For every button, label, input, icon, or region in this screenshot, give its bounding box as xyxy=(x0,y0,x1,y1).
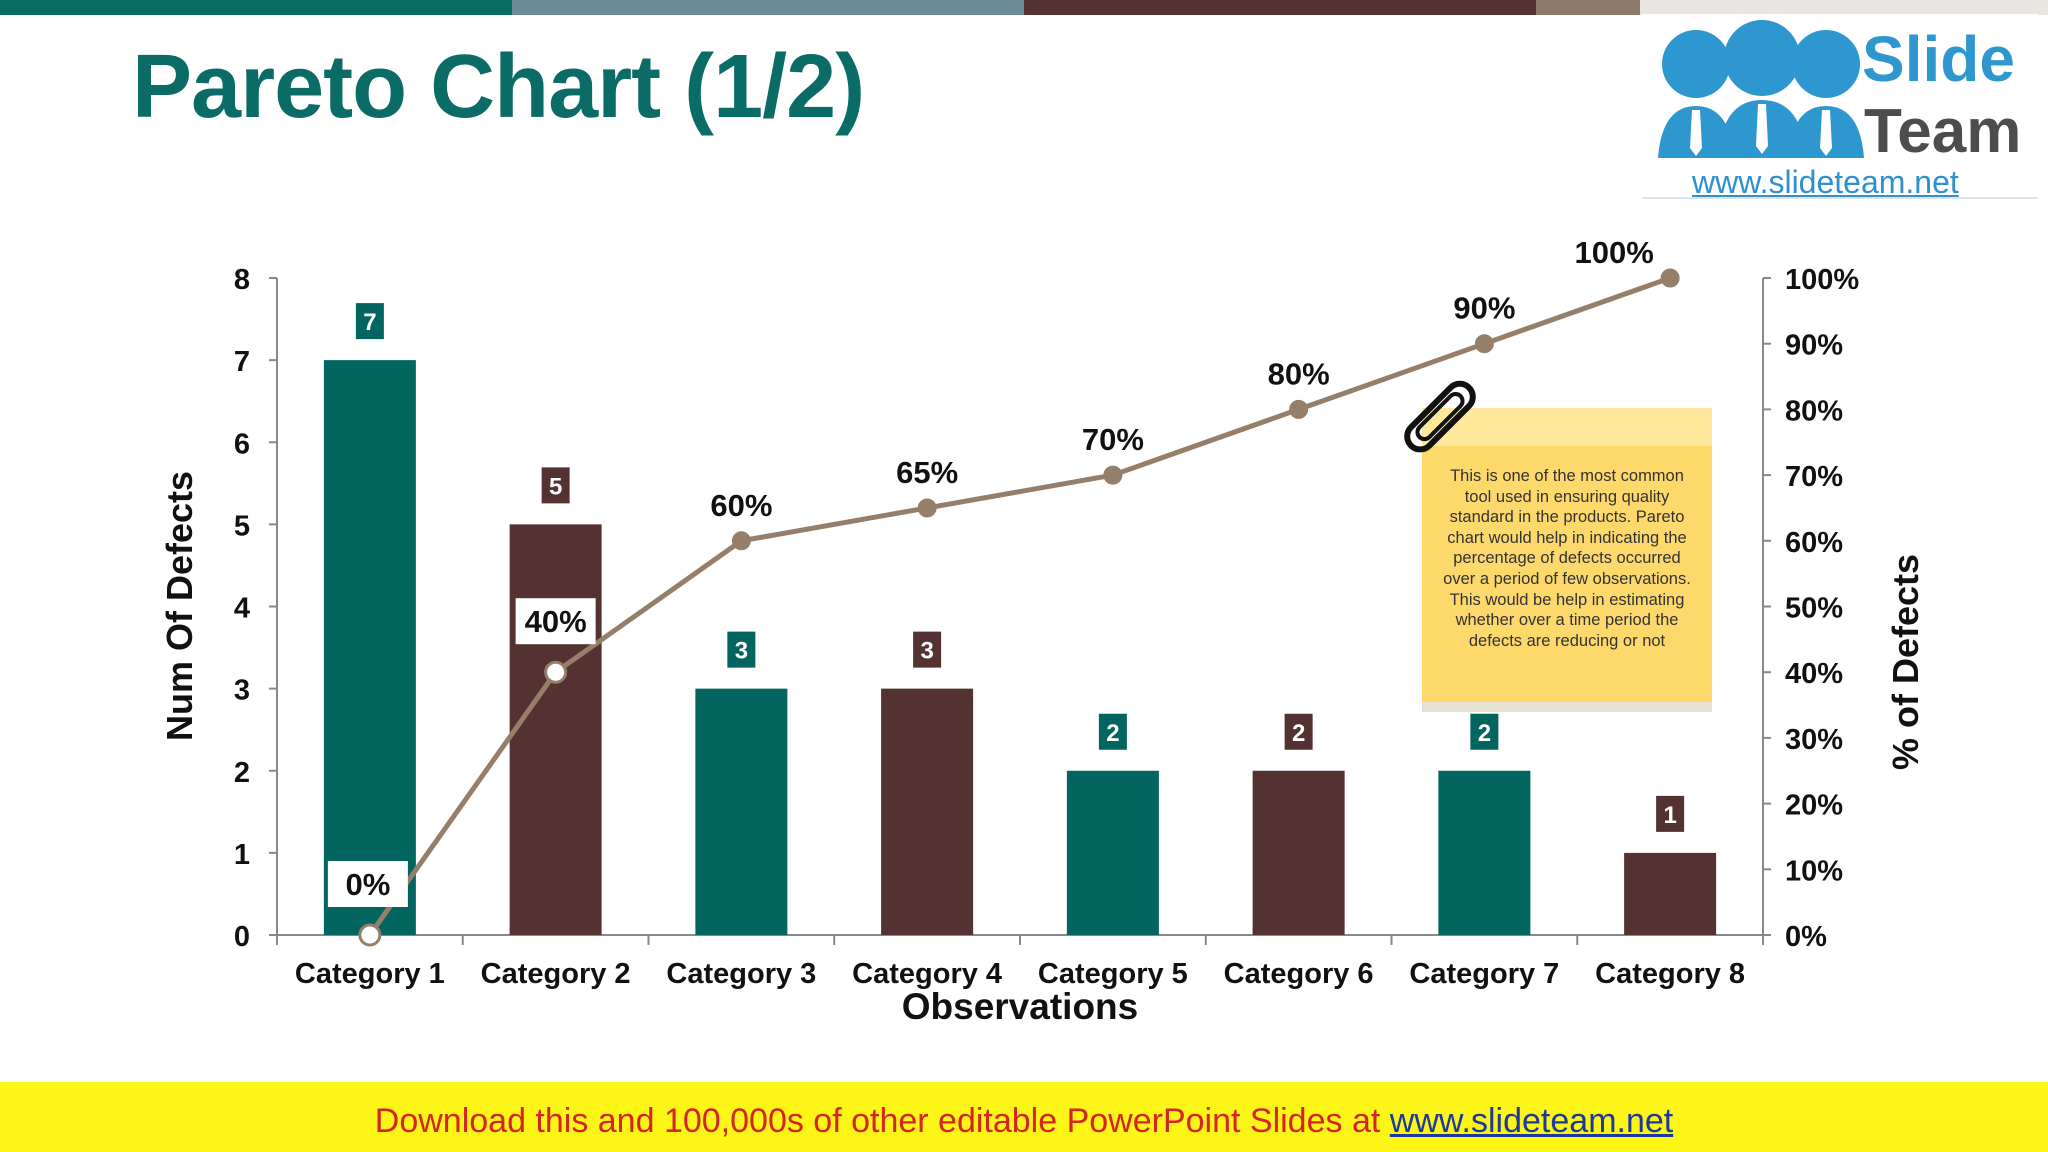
bar xyxy=(1252,770,1345,935)
x-tick-label: Category 7 xyxy=(1409,958,1559,990)
bar-data-label-box xyxy=(913,631,942,668)
line-data-label: 60% xyxy=(710,488,772,523)
line-point xyxy=(1289,399,1309,419)
y2-axis-title: % of Defects xyxy=(1885,554,1926,770)
y-tick-label: 3 xyxy=(234,675,250,707)
y-tick-label: 7 xyxy=(234,346,250,378)
line-data-label: 80% xyxy=(1268,356,1330,391)
line-data-label: 65% xyxy=(896,455,958,490)
line-data-label: 40% xyxy=(525,604,587,639)
paperclip-icon xyxy=(1404,380,1476,453)
bar xyxy=(323,360,416,935)
bar-data-label: 7 xyxy=(363,309,376,336)
y-tick-label: 1 xyxy=(234,839,250,871)
bar-data-label: 2 xyxy=(1292,720,1305,747)
line-data-label-box xyxy=(515,598,596,645)
bar-data-label-box xyxy=(1470,713,1499,750)
y2-tick-label: 20% xyxy=(1785,790,1843,822)
sticky-note-curl xyxy=(1422,702,1712,712)
line-data-label: 0% xyxy=(345,867,390,902)
y2-tick-label: 30% xyxy=(1785,724,1843,756)
sticky-note-band xyxy=(1422,408,1712,446)
y-tick-label: 0 xyxy=(234,921,250,953)
x-tick-label: Category 6 xyxy=(1224,958,1374,990)
logo-divider xyxy=(1642,197,2038,199)
cumulative-line xyxy=(367,275,1671,937)
y2-tick-label: 10% xyxy=(1785,855,1843,887)
sticky-note: This is one of the most common tool used… xyxy=(1422,408,1712,712)
footer-message: Download this and 100,000s of other edit… xyxy=(374,1102,1390,1140)
bar xyxy=(695,688,788,935)
line-point xyxy=(544,660,568,684)
y2-tick-label: 100% xyxy=(1785,264,1859,296)
top-bar-segment xyxy=(0,0,512,15)
bar xyxy=(1624,852,1717,935)
sticky-note-text: This is one of the most common tool used… xyxy=(1443,467,1691,650)
line-point xyxy=(731,531,751,551)
bar xyxy=(881,688,974,935)
x-tick-label: Category 3 xyxy=(666,958,816,990)
y-axis-title: Num Of Defects xyxy=(159,471,200,741)
x-axis-title: Observations xyxy=(902,986,1138,1027)
bar-data-label: 2 xyxy=(1478,720,1491,747)
bar xyxy=(509,524,602,935)
y2-tick-label: 90% xyxy=(1785,330,1843,362)
line-data-label: 70% xyxy=(1082,422,1144,457)
footer-banner: Download this and 100,000s of other edit… xyxy=(0,1082,2048,1152)
y2-tick-label: 50% xyxy=(1785,593,1843,625)
bar-data-label-box xyxy=(1284,713,1313,750)
x-tick-label: Category 8 xyxy=(1595,958,1745,990)
bar-data-label: 2 xyxy=(1106,720,1119,747)
bar-data-label: 3 xyxy=(920,638,933,665)
bar-data-label-box xyxy=(727,631,756,668)
x-tick-label: Category 1 xyxy=(295,958,445,990)
line-point xyxy=(1660,268,1680,288)
x-tick-label: Category 4 xyxy=(852,958,1002,990)
y2-tick-label: 80% xyxy=(1785,395,1843,427)
bar-data-label-box xyxy=(1098,713,1127,750)
y-tick-label: 6 xyxy=(234,428,250,460)
top-bar-segment xyxy=(1024,0,1536,15)
y2-tick-label: 0% xyxy=(1785,921,1827,953)
y-tick-label: 2 xyxy=(234,757,250,789)
slideteam-logo: Slide Team www.slideteam.net xyxy=(1642,14,2038,200)
line-data-label: 90% xyxy=(1453,291,1515,326)
line-point xyxy=(1474,334,1494,354)
line-point xyxy=(917,498,937,518)
bar-data-label: 5 xyxy=(549,473,562,500)
people-group-icon xyxy=(1658,20,1864,158)
top-bar-segment xyxy=(1640,0,2048,15)
y-tick-label: 8 xyxy=(234,264,250,296)
logo-name-line2: Team xyxy=(1864,97,2022,166)
line-data-label-box xyxy=(327,861,408,907)
y2-tick-label: 40% xyxy=(1785,658,1843,690)
bar-data-label: 1 xyxy=(1663,802,1676,829)
y-tick-label: 5 xyxy=(234,510,250,542)
bar-data-label-box xyxy=(1656,795,1685,832)
bar xyxy=(1066,770,1159,935)
page-title: Pareto Chart (1/2) xyxy=(132,37,865,137)
logo-name-line1: Slide xyxy=(1862,23,2015,95)
top-bar-segment xyxy=(512,0,1024,15)
top-bar-segment xyxy=(1536,0,1640,15)
y2-tick-label: 70% xyxy=(1785,461,1843,493)
y2-tick-label: 60% xyxy=(1785,527,1843,559)
y-tick-label: 4 xyxy=(234,593,250,625)
bar xyxy=(1438,770,1531,935)
line-point xyxy=(358,923,382,947)
line-point xyxy=(1103,465,1123,485)
x-tick-label: Category 5 xyxy=(1038,958,1188,990)
bar-data-label: 3 xyxy=(735,638,748,665)
footer-text: Download this and 100,000s of other edit… xyxy=(0,1102,2048,1141)
line-data-label: 100% xyxy=(1574,235,1653,270)
footer-link[interactable]: www.slideteam.net xyxy=(1389,1102,1674,1140)
bar-data-label-box xyxy=(541,467,570,504)
x-tick-label: Category 2 xyxy=(481,958,631,990)
logo-url-link[interactable]: www.slideteam.net xyxy=(1692,164,1959,200)
bar-data-label-box xyxy=(355,303,384,340)
